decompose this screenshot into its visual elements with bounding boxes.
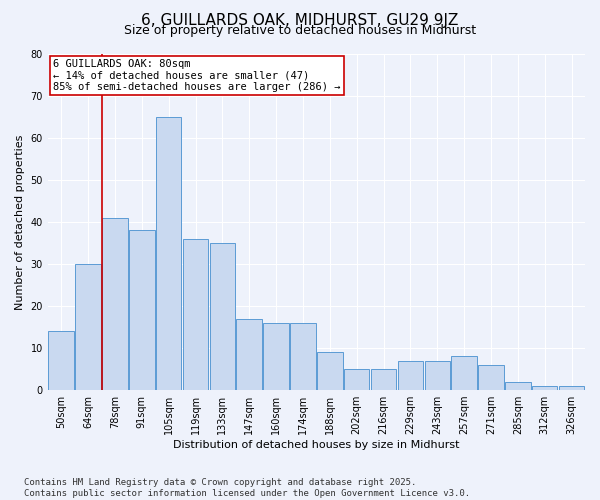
Bar [451, 356, 477, 390]
Bar [76, 264, 101, 390]
Bar [425, 360, 450, 390]
X-axis label: Distribution of detached houses by size in Midhurst: Distribution of detached houses by size … [173, 440, 460, 450]
Bar [236, 318, 262, 390]
Bar [102, 218, 128, 390]
Bar [209, 243, 235, 390]
Bar [371, 369, 397, 390]
Bar [263, 323, 289, 390]
Bar [505, 382, 530, 390]
Text: 6 GUILLARDS OAK: 80sqm
← 14% of detached houses are smaller (47)
85% of semi-det: 6 GUILLARDS OAK: 80sqm ← 14% of detached… [53, 59, 341, 92]
Bar [559, 386, 584, 390]
Bar [478, 365, 504, 390]
Y-axis label: Number of detached properties: Number of detached properties [15, 134, 25, 310]
Text: Contains HM Land Registry data © Crown copyright and database right 2025.
Contai: Contains HM Land Registry data © Crown c… [24, 478, 470, 498]
Bar [398, 360, 423, 390]
Bar [183, 239, 208, 390]
Bar [290, 323, 316, 390]
Bar [129, 230, 155, 390]
Text: Size of property relative to detached houses in Midhurst: Size of property relative to detached ho… [124, 24, 476, 37]
Bar [49, 332, 74, 390]
Bar [317, 352, 343, 390]
Bar [156, 117, 181, 390]
Bar [532, 386, 557, 390]
Bar [344, 369, 370, 390]
Text: 6, GUILLARDS OAK, MIDHURST, GU29 9JZ: 6, GUILLARDS OAK, MIDHURST, GU29 9JZ [142, 12, 458, 28]
